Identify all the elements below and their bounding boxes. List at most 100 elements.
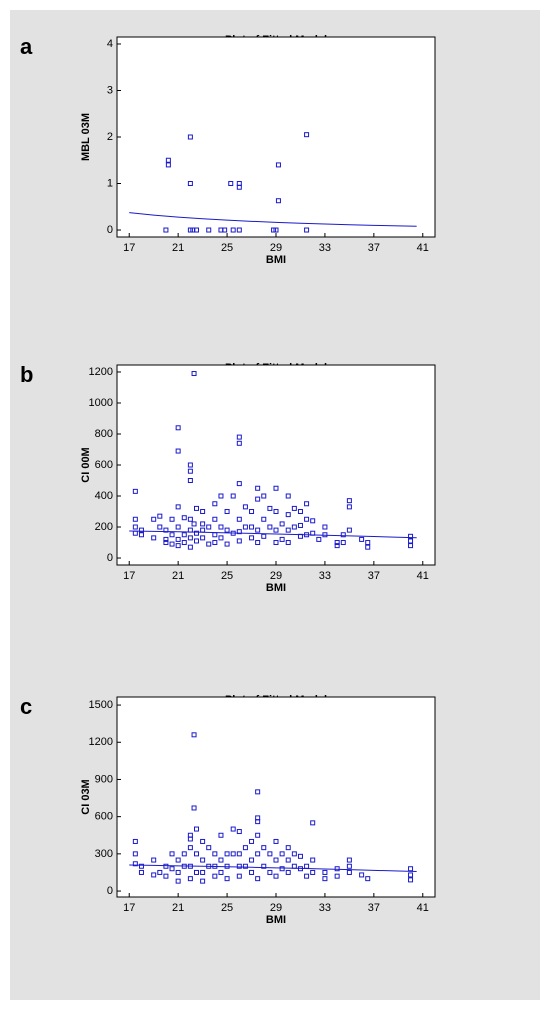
data-point [261,493,267,499]
plot-area [116,36,436,238]
data-point [249,509,255,515]
data-point [408,872,414,878]
data-point [255,789,261,795]
data-point [191,732,197,738]
y-tick-label: 1200 [89,366,113,378]
data-point [157,513,163,519]
data-point [261,533,267,539]
data-point [310,857,316,863]
y-tick-label: 3 [107,84,113,96]
y-tick-label: 0 [107,224,113,236]
x-tick-label: 21 [172,902,184,914]
y-tick-label: 1500 [89,699,113,711]
data-point [346,504,352,510]
data-point [249,524,255,530]
y-tick-label: 200 [95,521,113,533]
data-point [175,536,181,542]
y-tick-label: 2 [107,131,113,143]
data-point [297,509,303,515]
x-tick-label: 33 [319,902,331,914]
y-tick-label: 300 [95,848,113,860]
y-tick-label: 400 [95,490,113,502]
data-point [132,524,138,530]
data-point [212,501,218,507]
data-point [191,521,197,527]
data-point [212,863,218,869]
data-point [322,524,328,530]
data-point [249,838,255,844]
data-point [212,851,218,857]
data-point [187,527,193,533]
data-point [157,869,163,875]
y-tick-label: 1 [107,177,113,189]
x-tick-label: 29 [270,242,282,254]
data-point [297,853,303,859]
x-axis-label: BMI [266,914,286,926]
data-point [322,876,328,882]
data-point [200,838,206,844]
data-point [230,530,236,536]
data-point [304,873,310,879]
data-point [304,227,310,233]
x-tick-label: 29 [270,570,282,582]
data-point [297,522,303,528]
data-point [242,524,248,530]
panel-label: b [20,362,33,387]
data-point [187,876,193,882]
data-point [285,512,291,518]
data-point [163,527,169,533]
fit-line [129,212,417,227]
data-point [187,544,193,550]
y-tick-label: 4 [107,38,113,50]
data-point [408,877,414,883]
data-point [212,532,218,538]
data-point [365,540,371,546]
data-point [191,805,197,811]
data-point [138,869,144,875]
x-tick-label: 17 [123,242,135,254]
data-point [273,540,279,546]
data-point [151,516,157,522]
data-point [285,540,291,546]
data-point [236,829,242,835]
data-point [310,518,316,524]
data-point [181,515,187,521]
data-point [218,857,224,863]
data-point [236,863,242,869]
data-point [224,851,230,857]
data-point [181,863,187,869]
data-point [132,516,138,522]
data-point [163,536,169,542]
panel-label: c [20,694,32,719]
data-point [151,857,157,863]
data-point [242,504,248,510]
data-point [249,869,255,875]
x-tick-label: 17 [123,902,135,914]
data-point [408,866,414,872]
y-tick-label: 1200 [89,736,113,748]
data-point [224,876,230,882]
x-tick-label: 41 [417,902,429,914]
data-point [224,541,230,547]
data-point [206,845,212,851]
data-point [291,851,297,857]
data-point [236,227,242,233]
data-point [169,532,175,538]
data-point [187,468,193,474]
data-point [273,527,279,533]
data-point [242,863,248,869]
data-point [346,527,352,533]
data-point [200,521,206,527]
data-point [334,543,340,549]
data-point [163,227,169,233]
data-point [285,527,291,533]
data-point [206,227,212,233]
x-tick-label: 33 [319,570,331,582]
data-point [334,866,340,872]
data-point [346,863,352,869]
data-point [334,873,340,879]
data-point [169,516,175,522]
data-point [267,505,273,511]
data-point [187,478,193,484]
data-point [236,184,242,190]
